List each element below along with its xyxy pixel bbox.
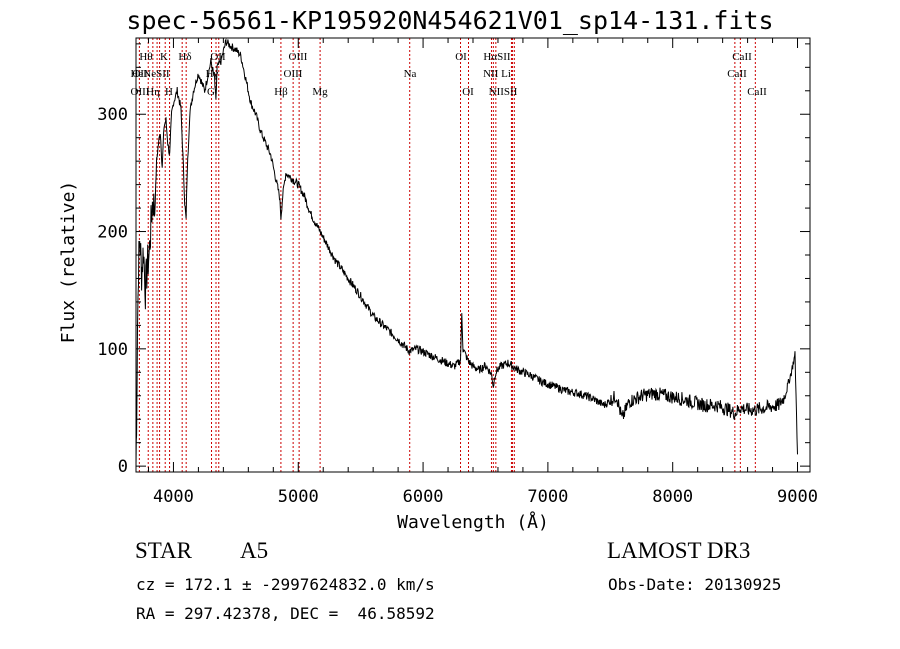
coordinates: RA = 297.42378, DEC = 46.58592	[136, 604, 435, 623]
y-tick-label: 200	[97, 223, 128, 243]
marker-label: OI	[462, 86, 474, 98]
marker-label: OIII	[284, 68, 303, 80]
marker-label: OI	[455, 51, 467, 63]
marker-label: H	[165, 86, 173, 98]
figure-title: spec-56561-KP195920N454621V01_sp14-131.f…	[126, 6, 774, 35]
marker-label: Hβ	[274, 86, 288, 98]
spectrum-line	[135, 38, 798, 467]
marker-label: OIII	[131, 86, 150, 98]
marker-label: HαSII	[483, 51, 510, 63]
marker-label: NII Li	[483, 68, 511, 80]
survey-name: LAMOST DR3	[607, 538, 751, 563]
redshift-readout: cz = 172.1 ± -2997624832.0 km/s	[136, 575, 435, 594]
marker-label: Mg	[312, 86, 328, 98]
y-tick-label: 0	[118, 457, 128, 477]
y-tick-label: 300	[97, 105, 128, 125]
x-axis-label: Wavelength (Å)	[397, 511, 549, 533]
marker-label: OII	[210, 51, 226, 63]
x-tick-label: 5000	[278, 487, 319, 507]
marker-label: G	[207, 86, 215, 98]
marker-label: Hθ	[139, 51, 152, 63]
spectrum-series	[135, 38, 798, 467]
marker-label: Na	[404, 68, 417, 80]
object-class: STAR	[135, 538, 192, 563]
x-tick-label: 8000	[652, 487, 693, 507]
marker-label: K	[160, 51, 168, 63]
marker-label: HeNeSII	[130, 68, 169, 80]
marker-label: NIISII	[489, 86, 518, 98]
marker-label: CaII	[732, 51, 752, 63]
marker-label: Hη	[146, 86, 160, 98]
x-tick-label: 7000	[527, 487, 568, 507]
marker-label: OIII	[289, 51, 308, 63]
y-tick-label: 100	[97, 340, 128, 360]
marker-label: Hδ	[178, 51, 191, 63]
observation-date: Obs-Date: 20130925	[608, 575, 782, 594]
line-markers	[138, 38, 756, 472]
marker-label: CaII	[747, 86, 767, 98]
marker-label: CaII	[727, 68, 747, 80]
y-axis-label: Flux (relative)	[58, 181, 79, 344]
x-axis-ticks: 4000 5000 6000 7000 8000 9000	[147, 38, 818, 507]
x-tick-label: 9000	[777, 487, 818, 507]
y-axis-ticks: 0 100 200 300	[97, 43, 810, 477]
x-tick-label: 4000	[153, 487, 194, 507]
x-tick-label: 6000	[403, 487, 444, 507]
object-subclass: A5	[240, 538, 269, 563]
